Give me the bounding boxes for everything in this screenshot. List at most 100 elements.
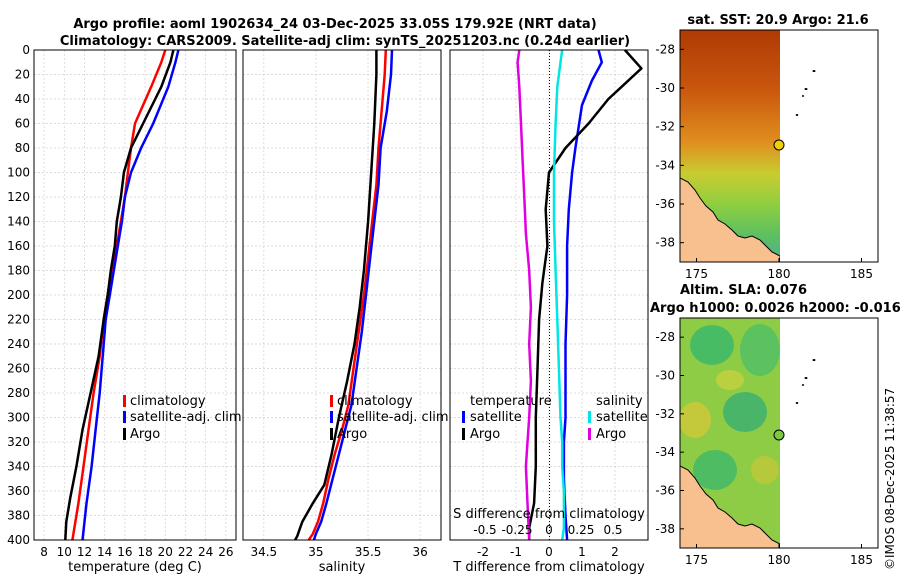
x-tick-label: -2 xyxy=(477,545,489,559)
map-y-tick-label: -34 xyxy=(655,445,675,459)
y-tick-label: 60 xyxy=(15,117,30,131)
difference-ticks: -2 -1 0 1 2 xyxy=(477,545,619,559)
map-y-tick-label: -36 xyxy=(655,197,675,211)
x-tick-label: 36 xyxy=(413,545,428,559)
salinity-panel: 34.5 35 35.5 36 salinity climatology satell… xyxy=(242,49,449,575)
legend-swatch-satellite xyxy=(330,411,333,423)
legend-label-argo: Argo xyxy=(130,427,160,442)
series-line-argo xyxy=(294,50,378,541)
y-tick-label: 300 xyxy=(7,411,30,425)
map-x-tick-label: 180 xyxy=(768,267,791,281)
y-tick-label: 380 xyxy=(7,509,30,523)
difference-s-ticks: -0.5 -0.25 0 0.25 0.5 xyxy=(473,523,622,537)
series-line-climatology xyxy=(71,49,167,541)
sla-map-panel: Altim. SLA: 0.076 Argo h1000: 0.0026 h20… xyxy=(650,283,900,567)
sla-map-ticks: 175 180 185 -28 -30 -32 -34 -36 -38 xyxy=(655,330,873,567)
y-tick-label: 360 xyxy=(7,484,30,498)
y-tick-label: 80 xyxy=(15,141,30,155)
temperature-grid xyxy=(34,49,236,541)
legend-title-temperature: temperature xyxy=(470,394,552,409)
x-tick-label: 24 xyxy=(198,545,213,559)
legend-title-salinity: salinity xyxy=(596,394,643,409)
map-y-tick-label: -38 xyxy=(655,236,675,250)
map-y-tick-label: -34 xyxy=(655,158,675,172)
legend-label-climatology: climatology xyxy=(337,394,413,409)
sst-map-panel: sat. SST: 20.9 Argo: 21.6 xyxy=(655,13,879,281)
sla-map-title-line2: Argo h1000: 0.0026 h2000: -0.016 xyxy=(650,301,900,316)
sla-map-title-line1: Altim. SLA: 0.076 xyxy=(680,283,807,298)
s-tick-label: 0.25 xyxy=(568,523,595,537)
series-line-t-argo xyxy=(527,49,643,540)
x-tick-label: 35.5 xyxy=(355,545,382,559)
legend-label-satellite: satellite-adj. clim xyxy=(337,410,449,425)
legend-swatch-s-argo xyxy=(588,428,591,440)
y-tick-label: 160 xyxy=(7,239,30,253)
map-y-tick-label: -30 xyxy=(655,369,675,383)
x-tick-label: 26 xyxy=(218,545,233,559)
legend-label-argo: Argo xyxy=(337,427,367,442)
land-mass-new-zealand xyxy=(680,465,780,548)
y-tick-label: 200 xyxy=(7,288,30,302)
y-tick-label: 280 xyxy=(7,386,30,400)
x-tick-label: 14 xyxy=(97,545,112,559)
difference-xlabel-top: S difference from climatology xyxy=(453,507,645,522)
x-tick-label: 10 xyxy=(57,545,72,559)
legend-label-t-satellite: satellite xyxy=(470,410,522,425)
legend-swatch-t-satellite xyxy=(462,411,465,423)
x-tick-label: 2 xyxy=(611,545,619,559)
x-tick-label: 1 xyxy=(578,545,586,559)
argo-position-marker xyxy=(773,139,785,151)
sst-map-image xyxy=(680,30,780,262)
sla-map-image xyxy=(680,318,780,548)
salinity-legend: climatology satellite-adj. clim Argo xyxy=(330,394,449,442)
map-y-tick-label: -28 xyxy=(655,330,675,344)
map-x-tick-label: 180 xyxy=(768,553,791,567)
map-x-tick-label: 185 xyxy=(850,267,873,281)
legend-label-satellite: satellite-adj. clim xyxy=(130,410,242,425)
kermadec-islands xyxy=(795,70,816,116)
series-line-s-argo xyxy=(516,49,533,541)
difference-grid xyxy=(450,49,648,541)
map-x-tick-label: 175 xyxy=(685,267,708,281)
temperature-legend: climatology satellite-adj. clim Argo xyxy=(123,394,242,442)
legend-swatch-climatology xyxy=(123,395,126,407)
y-tick-label: 400 xyxy=(7,533,30,547)
map-y-tick-label: -32 xyxy=(655,407,675,421)
difference-panel: -2 -1 0 1 2 S difference from climatology -0… xyxy=(449,49,649,575)
x-tick-label: 35 xyxy=(308,545,323,559)
figure-title-line1: Argo profile: aoml 1902634_24 03-Dec-202… xyxy=(73,17,596,32)
y-tick-label: 0 xyxy=(22,43,30,57)
legend-label-t-argo: Argo xyxy=(470,427,500,442)
y-tick-label: 40 xyxy=(15,92,30,106)
salinity-grid xyxy=(243,49,441,541)
y-tick-label: 340 xyxy=(7,460,30,474)
sst-map-title: sat. SST: 20.9 Argo: 21.6 xyxy=(687,13,868,28)
legend-swatch-argo xyxy=(123,428,126,440)
difference-legend: temperature satellite Argo salinity sate… xyxy=(462,394,648,442)
difference-lines xyxy=(516,49,643,541)
y-tick-label: 100 xyxy=(7,166,30,180)
legend-swatch-satellite xyxy=(123,411,126,423)
map-y-tick-label: -32 xyxy=(655,120,675,134)
salinity-axes-frame xyxy=(242,49,442,541)
land-mass-new-zealand xyxy=(680,177,780,262)
y-tick-label: 140 xyxy=(7,215,30,229)
map-x-tick-label: 185 xyxy=(850,553,873,567)
argo-position-marker xyxy=(773,429,785,441)
difference-xlabel: T difference from climatology xyxy=(452,560,645,575)
s-tick-label: 0.5 xyxy=(603,523,622,537)
x-tick-label: 20 xyxy=(158,545,173,559)
temperature-ticks: 0 20 40 60 80 100 120 140 160 180 200 220 240 260 280 3… xyxy=(7,43,233,559)
difference-axes-frame xyxy=(449,49,649,541)
temperature-panel: 0 20 40 60 80 100 120 140 160 180 200 220 240 260 280 3… xyxy=(7,43,242,575)
x-tick-label: 0 xyxy=(545,545,553,559)
legend-label-s-argo: Argo xyxy=(596,427,626,442)
s-tick-label: -0.5 xyxy=(473,523,496,537)
legend-swatch-s-satellite xyxy=(588,411,591,423)
sst-map-ticks: 175 180 185 -28 -30 -32 -34 -36 -38 xyxy=(655,42,873,281)
map-x-tick-label: 175 xyxy=(685,553,708,567)
x-tick-label: 34.5 xyxy=(250,545,277,559)
series-line-argo xyxy=(64,49,175,541)
x-tick-label: 18 xyxy=(137,545,152,559)
series-line-t-satellite xyxy=(562,49,604,541)
